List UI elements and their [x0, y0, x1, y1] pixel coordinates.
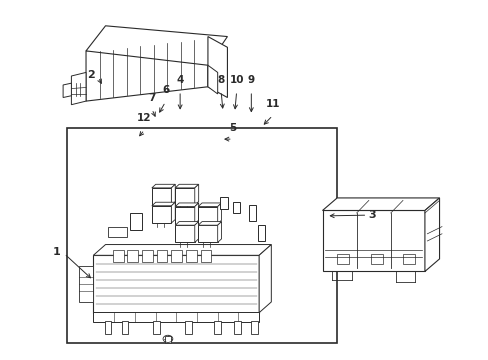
Bar — [232, 202, 239, 213]
Polygon shape — [71, 72, 86, 105]
Polygon shape — [207, 37, 227, 98]
Bar — [142, 250, 153, 262]
Bar — [220, 197, 227, 209]
Bar — [175, 188, 194, 205]
Text: 11: 11 — [265, 99, 280, 109]
Text: 3: 3 — [367, 210, 375, 220]
Bar — [122, 321, 128, 334]
Bar — [171, 250, 182, 262]
Polygon shape — [194, 203, 198, 224]
Polygon shape — [171, 202, 175, 223]
Polygon shape — [424, 198, 439, 271]
Bar — [108, 227, 127, 237]
Polygon shape — [217, 203, 221, 224]
Bar — [157, 250, 167, 262]
Bar — [184, 321, 191, 334]
Polygon shape — [171, 184, 175, 205]
Bar — [152, 206, 171, 223]
Bar — [152, 188, 171, 205]
Bar — [130, 213, 142, 230]
Polygon shape — [322, 198, 439, 211]
Polygon shape — [259, 244, 271, 313]
Text: 7: 7 — [148, 93, 155, 103]
Polygon shape — [198, 222, 221, 225]
Text: 4: 4 — [176, 75, 183, 85]
Bar — [214, 321, 221, 334]
Polygon shape — [175, 222, 198, 225]
Bar — [113, 250, 123, 262]
Text: 1: 1 — [53, 247, 61, 257]
Bar — [402, 253, 414, 264]
Polygon shape — [152, 184, 175, 188]
Text: 6: 6 — [162, 85, 169, 95]
Polygon shape — [198, 203, 221, 207]
Text: 10: 10 — [229, 75, 244, 85]
Polygon shape — [207, 65, 217, 94]
Polygon shape — [86, 26, 227, 65]
Polygon shape — [63, 83, 71, 98]
Bar — [164, 336, 170, 343]
Text: 9: 9 — [247, 75, 254, 85]
Bar — [185, 250, 196, 262]
Polygon shape — [86, 37, 207, 101]
Polygon shape — [175, 203, 198, 207]
Bar — [175, 225, 194, 242]
Polygon shape — [93, 255, 259, 313]
Polygon shape — [194, 222, 198, 242]
Bar — [153, 321, 160, 334]
Polygon shape — [194, 184, 198, 205]
Text: 5: 5 — [229, 123, 236, 133]
Bar — [250, 321, 257, 334]
Bar — [175, 207, 194, 224]
Polygon shape — [93, 244, 271, 255]
Polygon shape — [217, 222, 221, 242]
Polygon shape — [79, 266, 93, 302]
Bar — [370, 253, 383, 264]
Bar — [127, 250, 138, 262]
Text: 2: 2 — [87, 70, 95, 80]
Text: 12: 12 — [137, 113, 151, 123]
Bar — [336, 253, 348, 264]
Bar — [233, 321, 240, 334]
Text: 8: 8 — [217, 75, 224, 85]
Polygon shape — [175, 184, 198, 188]
Bar — [66, 128, 336, 343]
Bar — [104, 321, 111, 334]
Polygon shape — [152, 202, 175, 206]
Bar — [200, 250, 211, 262]
Bar — [93, 312, 259, 321]
Bar — [249, 205, 256, 221]
Bar — [258, 225, 264, 241]
Bar — [198, 207, 217, 224]
Bar — [198, 225, 217, 242]
Polygon shape — [322, 211, 424, 271]
